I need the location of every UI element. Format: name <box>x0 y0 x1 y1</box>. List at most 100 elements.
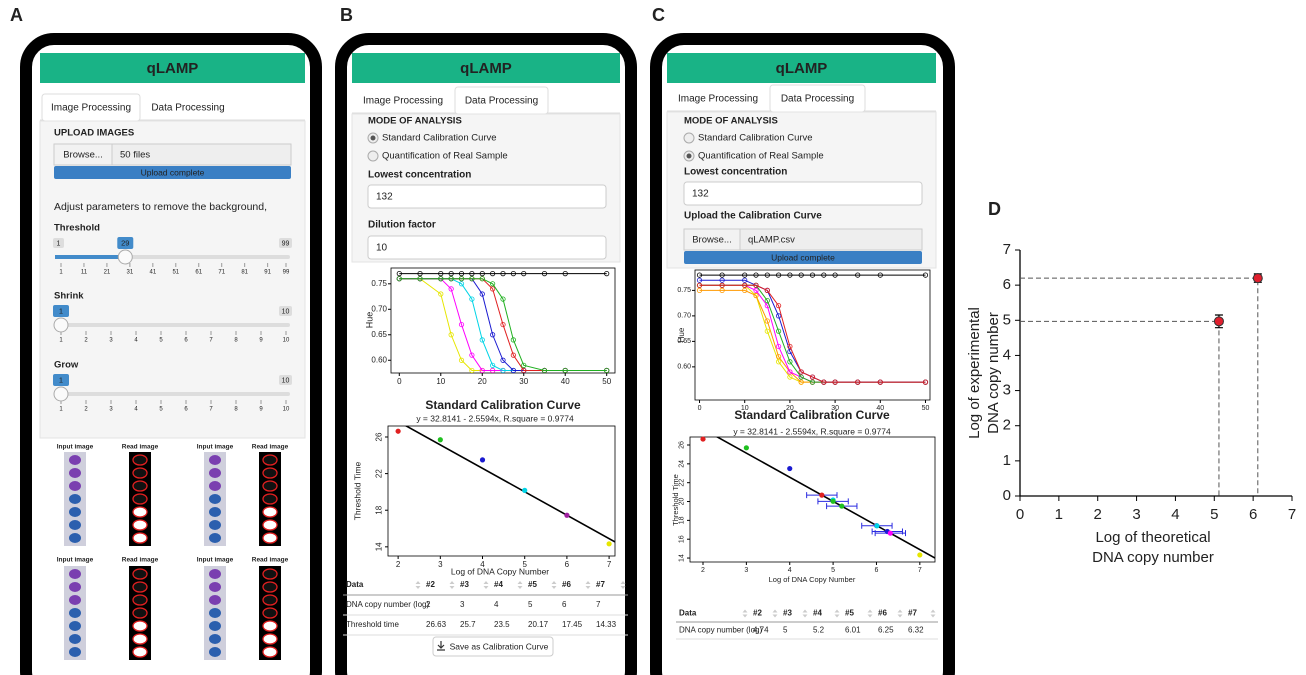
table-cell: 6 <box>562 600 567 609</box>
table-header[interactable]: #5 <box>528 580 537 589</box>
read-well <box>133 595 147 605</box>
x-tick-label: 1 <box>1055 506 1063 523</box>
image-header: Read image <box>252 444 289 451</box>
table-header[interactable]: #7 <box>596 580 605 589</box>
y-axis-label: Threshold Time <box>352 461 362 520</box>
read-well <box>133 621 147 631</box>
calibration-point <box>606 541 611 546</box>
image-header: Input image <box>57 444 94 451</box>
y-tick-label: 3 <box>1003 382 1011 399</box>
table-header[interactable]: #5 <box>845 609 854 618</box>
table-cell: 5 <box>528 600 533 609</box>
table-cell: 3 <box>460 600 465 609</box>
radio-label[interactable]: Quantification of Real Sample <box>698 151 824 162</box>
table-cell: 4.74 <box>753 626 769 635</box>
x-tick-label: 5 <box>1210 506 1218 523</box>
text-input[interactable] <box>368 185 606 208</box>
slider-handle[interactable] <box>54 318 68 332</box>
tab[interactable]: Data Processing <box>465 96 538 107</box>
table-cell: DNA copy number (log) <box>346 600 429 609</box>
read-well <box>263 569 277 579</box>
table-header[interactable]: #4 <box>813 609 822 618</box>
slider-tick-label: 51 <box>172 270 179 276</box>
table-header[interactable]: Data <box>679 609 697 618</box>
x-tick-label: 2 <box>1094 506 1102 523</box>
radio[interactable] <box>684 133 694 143</box>
x-tick-label: 6 <box>1249 506 1257 523</box>
table-header[interactable]: #3 <box>460 580 469 589</box>
input-well <box>69 608 81 618</box>
slider-tick-label: 31 <box>127 270 134 276</box>
radio-label[interactable]: Standard Calibration Curve <box>698 133 813 144</box>
table-cell: 7 <box>596 600 601 609</box>
calibration-point <box>564 513 569 518</box>
y-tick-label: 6 <box>1003 276 1011 293</box>
y-tick-label: 0.75 <box>677 287 691 294</box>
browse-label[interactable]: Browse... <box>692 235 732 246</box>
slider-label: Grow <box>54 360 79 371</box>
input-well <box>209 507 221 517</box>
section-heading: MODE OF ANALYSIS <box>368 116 462 127</box>
slider-fill <box>55 255 125 259</box>
input-well <box>209 533 221 543</box>
x-tick-label: 3 <box>438 560 443 569</box>
read-well <box>133 494 147 504</box>
x-tick-label: 3 <box>744 567 748 574</box>
table-header[interactable]: #4 <box>494 580 503 589</box>
text-input[interactable] <box>684 182 922 205</box>
input-well <box>209 520 221 530</box>
app-title: qLAMP <box>460 60 512 77</box>
input-well <box>209 569 221 579</box>
read-well <box>133 507 147 517</box>
file-name: 50 files <box>120 150 150 161</box>
browse-label[interactable]: Browse... <box>63 150 103 161</box>
radio-label[interactable]: Standard Calibration Curve <box>382 133 497 144</box>
input-well <box>69 520 81 530</box>
x-tick-label: 3 <box>1132 506 1140 523</box>
x-tick-label: 50 <box>602 377 611 386</box>
input-well <box>69 481 81 491</box>
table-header[interactable]: #3 <box>783 609 792 618</box>
x-tick-label: 7 <box>607 560 612 569</box>
slider-tick-label: 41 <box>149 270 156 276</box>
input-value[interactable]: 10 <box>376 243 388 254</box>
read-well <box>263 608 277 618</box>
tab[interactable]: Data Processing <box>781 94 854 105</box>
slider-handle[interactable] <box>54 387 68 401</box>
slider-handle[interactable] <box>118 250 132 264</box>
read-well <box>263 634 277 644</box>
input-value[interactable]: 132 <box>376 192 393 203</box>
y-tick-label: 4 <box>1003 346 1011 363</box>
x-tick-label: 20 <box>478 377 487 386</box>
input-well <box>209 455 221 465</box>
read-well <box>133 520 147 530</box>
chart-title: Standard Calibration Curve <box>734 408 890 422</box>
x-tick-label: 5 <box>831 567 835 574</box>
x-tick-label: 10 <box>436 377 445 386</box>
y-tick-label: 1 <box>1003 452 1011 469</box>
table-header[interactable]: #2 <box>753 609 762 618</box>
table-header[interactable]: #7 <box>908 609 917 618</box>
slider-value: 29 <box>121 238 129 247</box>
slider-tick-label: 81 <box>241 270 248 276</box>
save-label[interactable]: Save as Calibration Curve <box>450 641 549 651</box>
table-header[interactable]: #6 <box>562 580 571 589</box>
radio-label[interactable]: Quantification of Real Sample <box>382 151 508 162</box>
progress-label: Upload complete <box>771 252 835 262</box>
plot-frame <box>388 426 615 556</box>
table-header[interactable]: #2 <box>426 580 435 589</box>
tab[interactable]: Image Processing <box>363 96 443 107</box>
table-header[interactable]: Data <box>346 580 364 589</box>
slider-tick-label: 10 <box>283 407 290 413</box>
y-axis-label: DNA copy number <box>985 312 1002 434</box>
tab[interactable]: Image Processing <box>51 103 131 114</box>
tab[interactable]: Image Processing <box>678 94 758 105</box>
table-header[interactable]: #6 <box>878 609 887 618</box>
radio[interactable] <box>368 151 378 161</box>
input-well <box>69 533 81 543</box>
guide-line <box>1020 278 1258 496</box>
tab[interactable]: Data Processing <box>151 103 224 114</box>
x-tick-label: 2 <box>396 560 401 569</box>
text-input[interactable] <box>368 236 606 259</box>
input-value[interactable]: 132 <box>692 189 709 200</box>
